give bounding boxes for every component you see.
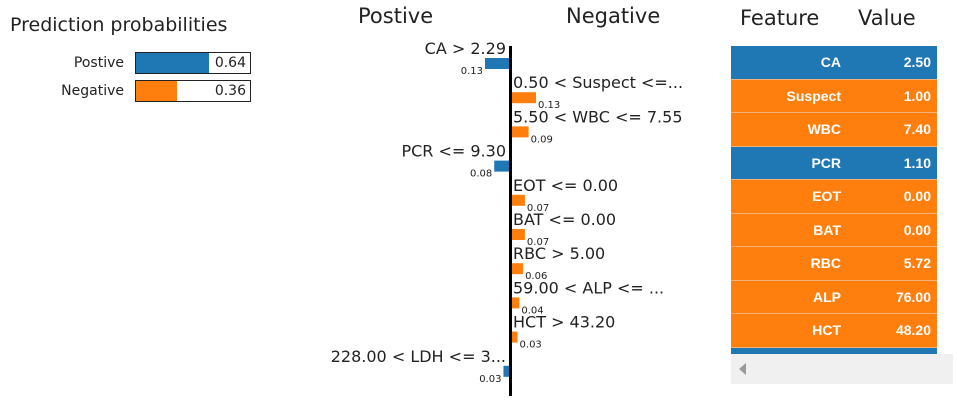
feature-value-table: CA 2.50 Suspect 1.00 WBC 7.40 PCR 1.10 EOT 0.00 BA… bbox=[731, 46, 937, 348]
feature-rule-label: BAT <= 0.00 bbox=[513, 210, 616, 229]
table-row: CA 2.50 bbox=[731, 46, 937, 80]
table-cell-value: 1.00 bbox=[903, 87, 931, 104]
feature-rule-label: RBC > 5.00 bbox=[513, 244, 605, 263]
contribution-bar bbox=[512, 126, 529, 138]
feature-rule-label: 5.50 < WBC <= 7.55 bbox=[513, 107, 683, 126]
scroll-left-arrow-icon[interactable] bbox=[739, 363, 746, 375]
table-cell-feature: Suspect bbox=[786, 87, 841, 104]
table-cell-value: 1.10 bbox=[903, 154, 931, 171]
table-row: BAT 0.00 bbox=[731, 213, 937, 247]
chart-positive-title: Postive bbox=[358, 4, 434, 28]
contribution-value-label: 0.03 bbox=[479, 374, 501, 385]
probability-bar: 0.36 bbox=[135, 80, 251, 102]
probability-value: 0.36 bbox=[214, 83, 246, 99]
table-cell-value: 48.20 bbox=[895, 322, 931, 338]
probability-class-label: Negative bbox=[61, 83, 124, 99]
table-row: PCR 1.10 bbox=[731, 146, 937, 180]
table-cell-value: 2.50 bbox=[903, 54, 931, 70]
table-row: WBC 7.40 bbox=[731, 113, 937, 147]
table-row: Suspect 1.00 bbox=[731, 79, 937, 113]
table-cell-value: 0.00 bbox=[903, 221, 931, 238]
table-cell-feature: ALP bbox=[813, 288, 841, 305]
contribution-bar bbox=[512, 194, 525, 206]
contribution-value-label: 0.03 bbox=[520, 340, 542, 351]
probability-bar-fill bbox=[136, 53, 209, 73]
table-cell-feature: RBC bbox=[810, 255, 841, 271]
table-cell-feature: HCT bbox=[812, 322, 841, 338]
table-row: HCT 48.20 bbox=[731, 314, 937, 348]
feature-rule-label: PCR <= 9.30 bbox=[401, 142, 506, 161]
table-cell-feature: PCR bbox=[811, 154, 841, 171]
contribution-bar bbox=[512, 331, 518, 343]
table-cell-value: 76.00 bbox=[895, 288, 931, 305]
probability-value: 0.64 bbox=[214, 55, 246, 71]
contribution-value-label: 0.08 bbox=[470, 169, 492, 180]
contribution-bar bbox=[494, 160, 509, 172]
probability-bar-fill bbox=[136, 81, 178, 101]
table-cell-feature: EOT bbox=[812, 188, 841, 204]
contribution-value-label: 0.13 bbox=[538, 100, 560, 111]
contribution-bar bbox=[512, 92, 536, 104]
feature-rule-label: 228.00 < LDH <= 3... bbox=[331, 347, 506, 366]
feature-rule-label: EOT <= 0.00 bbox=[513, 176, 618, 195]
feature-rule-label: HCT > 43.20 bbox=[513, 313, 615, 332]
contribution-bar bbox=[485, 58, 509, 69]
feature-rule-label: 0.50 < Suspect <=... bbox=[513, 73, 683, 92]
table-cell-feature: WBC bbox=[807, 121, 841, 137]
contribution-value-label: 0.09 bbox=[531, 134, 553, 145]
table-row: ALP 76.00 bbox=[731, 280, 937, 314]
table-cell-value: 7.40 bbox=[903, 121, 931, 137]
table-row: RBC 5.72 bbox=[731, 247, 937, 281]
contribution-bar bbox=[512, 229, 525, 240]
contribution-value-label: 0.13 bbox=[461, 66, 483, 77]
contribution-value-label: 0.06 bbox=[525, 271, 547, 282]
contribution-bar bbox=[503, 365, 509, 377]
prediction-probabilities-title: Prediction probabilities bbox=[10, 14, 228, 36]
feature-rule-label: 59.00 < ALP <= ... bbox=[513, 278, 664, 297]
table-header-value: Value bbox=[858, 6, 916, 30]
table-cell-value: 5.72 bbox=[903, 255, 931, 271]
feature-rule-label: CA > 2.29 bbox=[425, 39, 506, 58]
probability-bar: 0.64 bbox=[135, 52, 251, 74]
table-row: EOT 0.00 bbox=[731, 180, 937, 214]
table-cell-feature: CA bbox=[820, 54, 841, 70]
table-bottom-edge bbox=[731, 348, 937, 354]
table-header-feature: Feature bbox=[740, 6, 820, 30]
contribution-bar bbox=[512, 297, 520, 309]
chart-negative-title: Negative bbox=[566, 4, 661, 28]
horizontal-scrollbar[interactable] bbox=[731, 354, 953, 384]
contribution-bar bbox=[512, 263, 524, 275]
probability-class-label: Postive bbox=[73, 55, 124, 71]
table-cell-feature: BAT bbox=[813, 221, 841, 238]
contribution-value-label: 0.04 bbox=[521, 305, 543, 316]
contribution-value-label: 0.07 bbox=[527, 203, 549, 214]
contribution-value-label: 0.07 bbox=[527, 237, 549, 248]
table-cell-value: 0.00 bbox=[903, 188, 931, 204]
